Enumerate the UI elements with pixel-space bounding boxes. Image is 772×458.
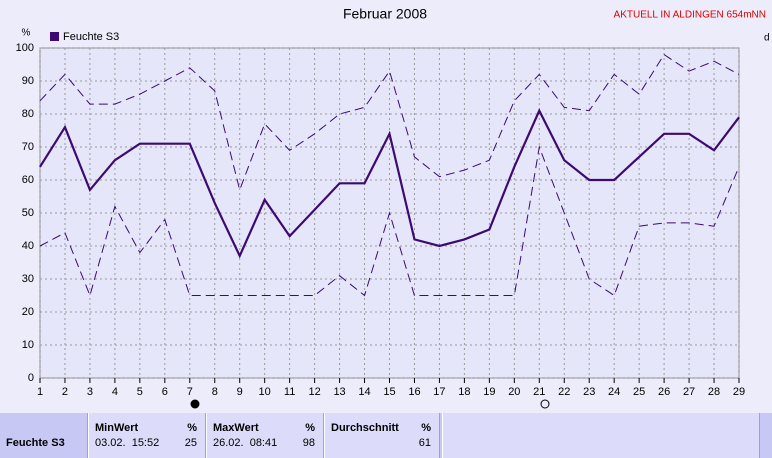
y-tick-label: 10 <box>22 339 34 351</box>
moon-full <box>190 399 200 409</box>
y-tick-label: 30 <box>22 273 34 285</box>
x-tick-label: 13 <box>333 386 345 398</box>
x-tick-label: 16 <box>408 386 420 398</box>
y-tick-label: 0 <box>28 372 34 384</box>
column-time: 03.02. 15:52 <box>95 437 160 449</box>
x-tick-label: 5 <box>137 386 143 398</box>
series-line <box>39 108 740 259</box>
stats-cell: MaxWert% 26.02. 08:41 98 <box>206 413 324 458</box>
x-tick-label: 27 <box>683 386 695 398</box>
y-tick-label: 100 <box>16 42 34 54</box>
column-value: 98 <box>302 437 315 449</box>
y-tick-label: 40 <box>22 240 34 252</box>
x-tick-label: 25 <box>633 386 645 398</box>
x-tick-label: 29 <box>733 386 745 398</box>
y-tick-label: 20 <box>22 306 34 318</box>
x-tick-label: 3 <box>87 386 93 398</box>
chart-title: Februar 2008 <box>343 6 427 22</box>
x-tick-label: 23 <box>583 386 595 398</box>
y-tick-label: 70 <box>22 141 34 153</box>
x-tick-label: 6 <box>162 386 168 398</box>
x-tick-label: 12 <box>308 386 320 398</box>
x-tick-label: 17 <box>433 386 445 398</box>
annotation: AKTUELL IN ALDINGEN 654mNN <box>614 10 766 21</box>
x-tick-label: 19 <box>483 386 495 398</box>
series-line <box>39 145 740 298</box>
x-tick-label: 14 <box>358 386 370 398</box>
y-tick-label: 60 <box>22 174 34 186</box>
y-tick-label: 90 <box>22 75 34 87</box>
x-tick-label: 22 <box>558 386 570 398</box>
series-line <box>39 53 740 192</box>
column-unit: % <box>187 422 197 434</box>
column-title: MaxWert <box>213 422 259 434</box>
x-tick-label: 20 <box>508 386 520 398</box>
empty-cell <box>442 413 760 458</box>
x-tick-label: 26 <box>658 386 670 398</box>
column-value: 25 <box>184 437 197 449</box>
x-tick-label: 9 <box>237 386 243 398</box>
stats-cell: MinWert% 03.02. 15:52 25 <box>88 413 206 458</box>
column-title: Durchschnitt <box>331 422 399 434</box>
x-tick-label: 1 <box>37 386 43 398</box>
x-tick-label: 8 <box>212 386 218 398</box>
x-unit: d <box>764 33 770 44</box>
x-tick-label: 24 <box>608 386 620 398</box>
row-label-cell: Feuchte S3 <box>0 413 88 458</box>
y-tick-label: 50 <box>22 207 34 219</box>
y-unit: % <box>22 28 31 39</box>
x-tick-label: 11 <box>284 386 295 398</box>
column-unit: % <box>421 422 431 434</box>
column-time: 26.02. 08:41 <box>213 437 278 449</box>
x-tick-label: 7 <box>187 386 193 398</box>
moon-new <box>540 399 550 409</box>
column-unit: % <box>305 422 315 434</box>
x-tick-label: 28 <box>708 386 720 398</box>
legend-label: Feuchte S3 <box>63 31 119 43</box>
chart: Februar 2008 AKTUELL IN ALDINGEN 654mNN … <box>16 6 770 409</box>
x-tick-label: 15 <box>383 386 395 398</box>
x-tick-label: 4 <box>112 386 118 398</box>
y-tick-label: 80 <box>22 108 34 120</box>
row-label: Feuchte S3 <box>6 437 65 449</box>
x-tick-label: 2 <box>62 386 68 398</box>
stats-table: Feuchte S3 MinWert% 03.02. 15:52 25 MaxWert… <box>0 413 772 458</box>
stats-cell: Durchschnitt% 61 <box>324 413 440 458</box>
legend-swatch <box>50 32 59 41</box>
x-tick-label: 18 <box>458 386 470 398</box>
x-tick-label: 21 <box>533 386 545 398</box>
column-title: MinWert <box>95 422 139 434</box>
column-value: 61 <box>418 437 431 449</box>
x-tick-label: 10 <box>259 386 271 398</box>
